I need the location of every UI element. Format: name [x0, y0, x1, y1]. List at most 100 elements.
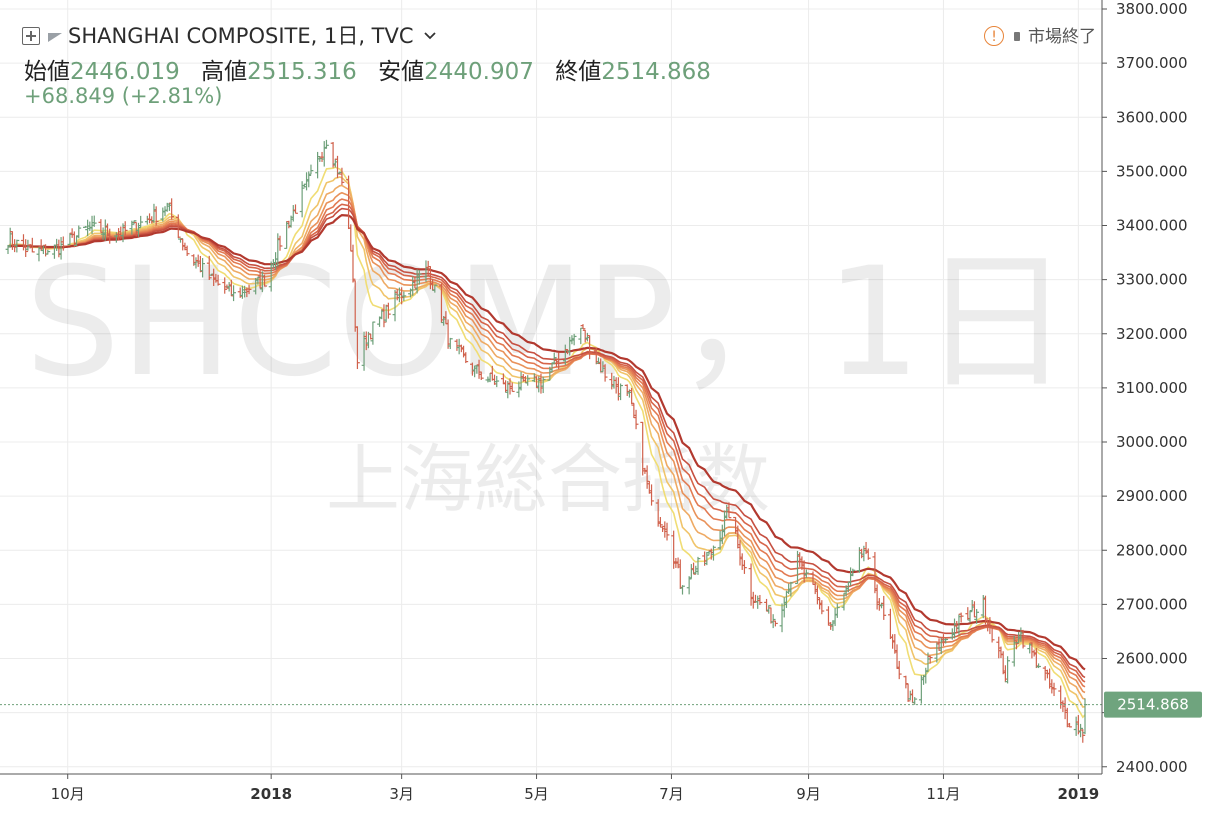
bar-down: [355, 326, 360, 370]
x-tick-label: 2019: [1057, 785, 1099, 803]
y-tick-label: 3700.000: [1116, 54, 1188, 72]
bar-down: [664, 522, 670, 541]
watermark-symbol: SHCOMP，1日: [25, 236, 1071, 410]
last-price-label: 2514.868: [1117, 696, 1189, 714]
x-tick-label: 9月: [796, 785, 821, 803]
bar-down: [633, 409, 639, 430]
x-tick-label: 11月: [926, 785, 960, 803]
bar-up: [91, 215, 97, 227]
y-tick-label: 2900.000: [1116, 487, 1188, 505]
bar-up: [370, 321, 376, 345]
bar-up: [447, 337, 453, 350]
y-tick-label: 3600.000: [1116, 108, 1188, 126]
bar-up: [695, 556, 701, 575]
bar-up: [834, 603, 840, 618]
x-tick-label: 5月: [524, 785, 549, 803]
grid: [0, 0, 1102, 774]
bar-down: [649, 484, 654, 506]
y-tick-label: 3200.000: [1116, 325, 1188, 343]
bar-up: [401, 291, 407, 302]
bar-down: [350, 244, 356, 283]
bar-down: [580, 324, 586, 330]
bar-up: [14, 239, 20, 253]
bar-down: [927, 655, 933, 664]
y-tick-label: 3000.000: [1116, 433, 1188, 451]
bar-up: [308, 164, 314, 175]
bar-down: [1014, 640, 1019, 650]
bar-down: [215, 274, 221, 286]
bar-up: [1036, 663, 1041, 669]
bar-up: [540, 376, 546, 394]
bar-up: [200, 258, 206, 278]
ma-ribbon: [7, 166, 1086, 719]
bar-down: [262, 274, 267, 287]
bar-up: [686, 576, 692, 595]
bar-up: [943, 638, 949, 644]
bar-down: [222, 277, 228, 294]
bar-up: [299, 181, 305, 218]
market-status[interactable]: ! 市場終了: [984, 22, 1096, 47]
bar-down: [1067, 722, 1072, 728]
bar-down: [509, 382, 515, 393]
close-label: 終値: [555, 59, 602, 85]
bar-up: [850, 568, 856, 577]
bar-up: [138, 215, 144, 228]
x-tick-label: 7月: [659, 785, 684, 803]
bar-down: [983, 595, 988, 625]
x-tick-label: 10月: [51, 785, 85, 803]
bar-down: [1051, 682, 1057, 697]
bar-down: [463, 352, 469, 364]
y-tick-label: 3100.000: [1116, 379, 1188, 397]
bar-down: [246, 284, 252, 295]
bar-down: [175, 214, 181, 239]
flag-icon[interactable]: [48, 33, 62, 42]
y-tick-label: 3300.000: [1116, 271, 1188, 289]
y-tick-label: 2700.000: [1116, 595, 1188, 613]
high-value: 2515.316: [247, 59, 357, 85]
ohlc-legend: 始値2446.019 高値2515.316 安値2440.907 終値2514.…: [24, 52, 725, 86]
bar-down: [989, 626, 995, 643]
warning-icon[interactable]: !: [984, 26, 1004, 46]
bar-down: [772, 620, 778, 627]
bar-up: [680, 585, 685, 595]
bar-up: [45, 249, 51, 255]
bar-down: [881, 595, 887, 620]
bar-up: [974, 609, 980, 624]
bar-down: [339, 167, 345, 185]
symbol-title[interactable]: SHANGHAI COMPOSITE, 1日, TVC: [68, 24, 414, 48]
symbol-header[interactable]: SHANGHAI COMPOSITE, 1日, TVC: [22, 20, 436, 50]
bar-down: [815, 585, 820, 605]
bar-down: [23, 239, 29, 257]
bar-up: [618, 383, 623, 401]
chevron-down-icon[interactable]: [424, 31, 436, 41]
bar-up: [788, 581, 794, 597]
open-label: 始値: [24, 59, 70, 85]
status-square-icon: [1014, 32, 1020, 41]
x-axis[interactable]: 10月 2018 3月 5月 7月 9月 11月 2019: [51, 774, 1100, 803]
bar-up: [525, 375, 531, 386]
x-tick-label: 3月: [389, 785, 414, 803]
y-tick-label: 2600.000: [1116, 650, 1188, 668]
bar-up: [912, 697, 918, 705]
bar-down: [958, 612, 964, 623]
bar-down: [206, 255, 212, 281]
bar-up: [416, 269, 422, 285]
compare-add-icon[interactable]: [22, 27, 40, 45]
bar-down: [1080, 729, 1086, 743]
bar-down: [657, 517, 663, 527]
watermark-name: 上海総合指数: [326, 437, 770, 523]
bar-down: [478, 371, 484, 381]
bar-up: [324, 139, 329, 149]
bar-down: [819, 600, 825, 615]
bar-up: [1005, 656, 1010, 684]
price-bars: [5, 139, 1088, 743]
last-price-tag: 2514.868: [1104, 691, 1202, 718]
y-axis[interactable]: 3800.000 3700.000 3600.000 3500.000 3400.000…: [1102, 0, 1188, 776]
bar-up: [704, 551, 710, 566]
high-label: 高値: [201, 59, 248, 85]
bar-down: [757, 594, 763, 605]
bar-down: [107, 228, 113, 244]
bar-down: [587, 335, 593, 360]
